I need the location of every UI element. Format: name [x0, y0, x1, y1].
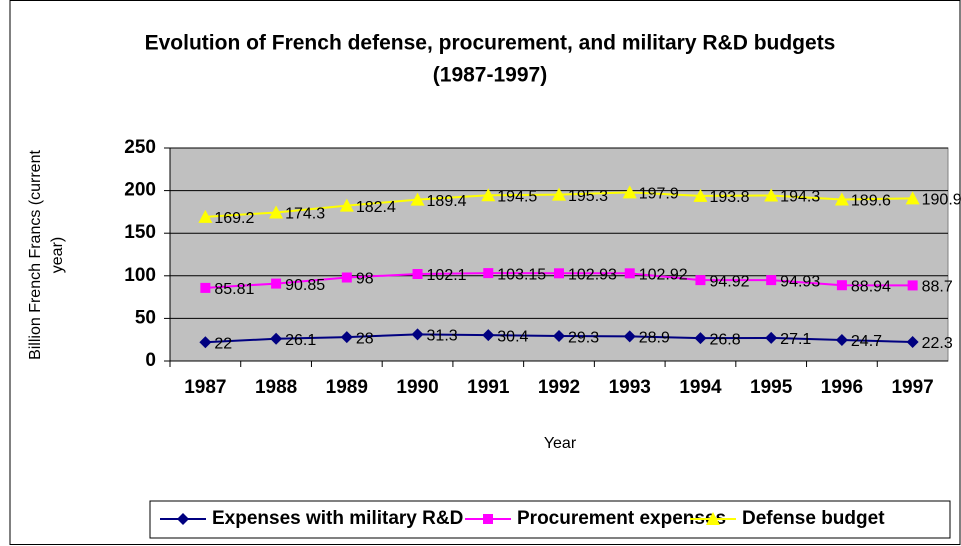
x-tick-label: 1991 — [467, 377, 510, 398]
x-axis-label: Year — [544, 435, 577, 452]
x-tick-label: 1990 — [396, 377, 438, 398]
data-label: 169.2 — [214, 210, 254, 227]
data-label: 30.4 — [497, 328, 528, 345]
x-tick-label: 1995 — [750, 377, 793, 398]
marker — [177, 513, 189, 525]
marker — [481, 188, 496, 202]
x-tick-label: 1993 — [609, 377, 651, 398]
data-label: 98 — [356, 271, 374, 288]
marker — [270, 332, 283, 345]
marker — [269, 205, 284, 219]
marker — [341, 272, 352, 283]
data-label: 26.1 — [285, 332, 316, 349]
marker — [554, 268, 564, 279]
x-tick-label: 1988 — [255, 377, 297, 398]
marker — [553, 330, 565, 343]
marker — [200, 282, 211, 293]
marker — [624, 268, 635, 279]
x-tick-label: 1989 — [326, 377, 368, 398]
marker — [835, 333, 848, 346]
marker — [907, 280, 918, 291]
marker — [765, 331, 778, 344]
data-label: 197.9 — [639, 186, 679, 203]
data-label: 90.85 — [285, 277, 325, 294]
marker — [905, 191, 920, 205]
data-label: 31.3 — [427, 328, 458, 345]
data-label: 22.3 — [922, 335, 953, 352]
data-label: 26.8 — [709, 331, 740, 348]
data-label: 88.94 — [851, 278, 891, 295]
y-tick-label: 150 — [124, 222, 156, 243]
marker — [411, 328, 424, 341]
data-label: 174.3 — [285, 206, 325, 223]
x-tick-label: 1994 — [679, 377, 722, 398]
data-label: 182.4 — [356, 199, 396, 216]
marker — [693, 188, 708, 202]
chart-title: (1987-1997) — [433, 64, 547, 87]
data-label: 102.93 — [568, 267, 617, 284]
marker — [412, 269, 423, 280]
y-axis-label-line: Billion French Francs (current — [27, 150, 44, 360]
y-tick-label: 50 — [135, 307, 156, 328]
data-label: 193.8 — [709, 189, 749, 206]
legend: Expenses with military R&D Procurement ex… — [149, 500, 951, 539]
data-label: 194.3 — [780, 189, 820, 206]
y-tick-label: 200 — [124, 180, 156, 201]
data-label: 189.4 — [427, 193, 467, 210]
marker — [906, 336, 919, 349]
data-label: 24.7 — [851, 333, 882, 350]
legend-label: Expenses with military R&D — [212, 508, 463, 529]
data-label: 29.3 — [568, 329, 599, 346]
data-label: 85.81 — [214, 281, 254, 298]
data-label: 22 — [214, 335, 232, 352]
chart-title: Evolution of French defense, procurement… — [145, 32, 836, 55]
marker — [339, 198, 354, 212]
data-label: 102.92 — [639, 267, 688, 284]
marker — [483, 268, 494, 279]
marker — [483, 514, 493, 524]
marker — [834, 192, 849, 206]
legend-label: Defense budget — [742, 508, 885, 529]
data-label: 94.92 — [709, 273, 749, 290]
marker — [622, 185, 637, 199]
x-tick-label: 1997 — [891, 377, 933, 398]
data-label: 27.1 — [780, 331, 811, 348]
marker — [410, 192, 425, 206]
x-tick-label: 1987 — [184, 377, 226, 398]
data-label: 194.5 — [497, 189, 537, 206]
marker — [271, 278, 282, 289]
x-tick-label: 1996 — [821, 377, 863, 398]
marker — [764, 188, 779, 202]
marker — [340, 331, 353, 344]
data-label: 28 — [356, 330, 374, 347]
marker — [198, 209, 213, 223]
y-axis-label: Billion French Francs (current year) — [27, 150, 66, 360]
marker — [836, 280, 847, 291]
marker — [766, 275, 777, 286]
data-label: 189.6 — [851, 193, 891, 210]
data-label: 94.93 — [780, 273, 820, 290]
data-label: 190.9 — [922, 192, 961, 209]
marker — [695, 275, 706, 286]
x-tick-label: 1992 — [538, 377, 580, 398]
marker — [623, 330, 636, 343]
data-label: 103.15 — [497, 266, 546, 283]
y-tick-label: 0 — [145, 350, 156, 371]
y-tick-label: 100 — [124, 265, 156, 286]
data-label: 28.9 — [639, 330, 670, 347]
marker — [482, 329, 495, 342]
data-label: 102.1 — [427, 267, 467, 284]
marker — [199, 336, 212, 349]
data-label: 88.7 — [922, 279, 953, 296]
data-label: 195.3 — [568, 188, 608, 205]
y-tick-label: 250 — [124, 137, 156, 158]
plot-area — [169, 147, 949, 362]
marker — [706, 512, 720, 525]
y-axis-label-line: year) — [49, 237, 66, 273]
marker — [552, 187, 566, 201]
legend-label: Procurement expenses — [517, 508, 726, 529]
legend-box — [149, 500, 951, 539]
marker — [694, 332, 707, 345]
